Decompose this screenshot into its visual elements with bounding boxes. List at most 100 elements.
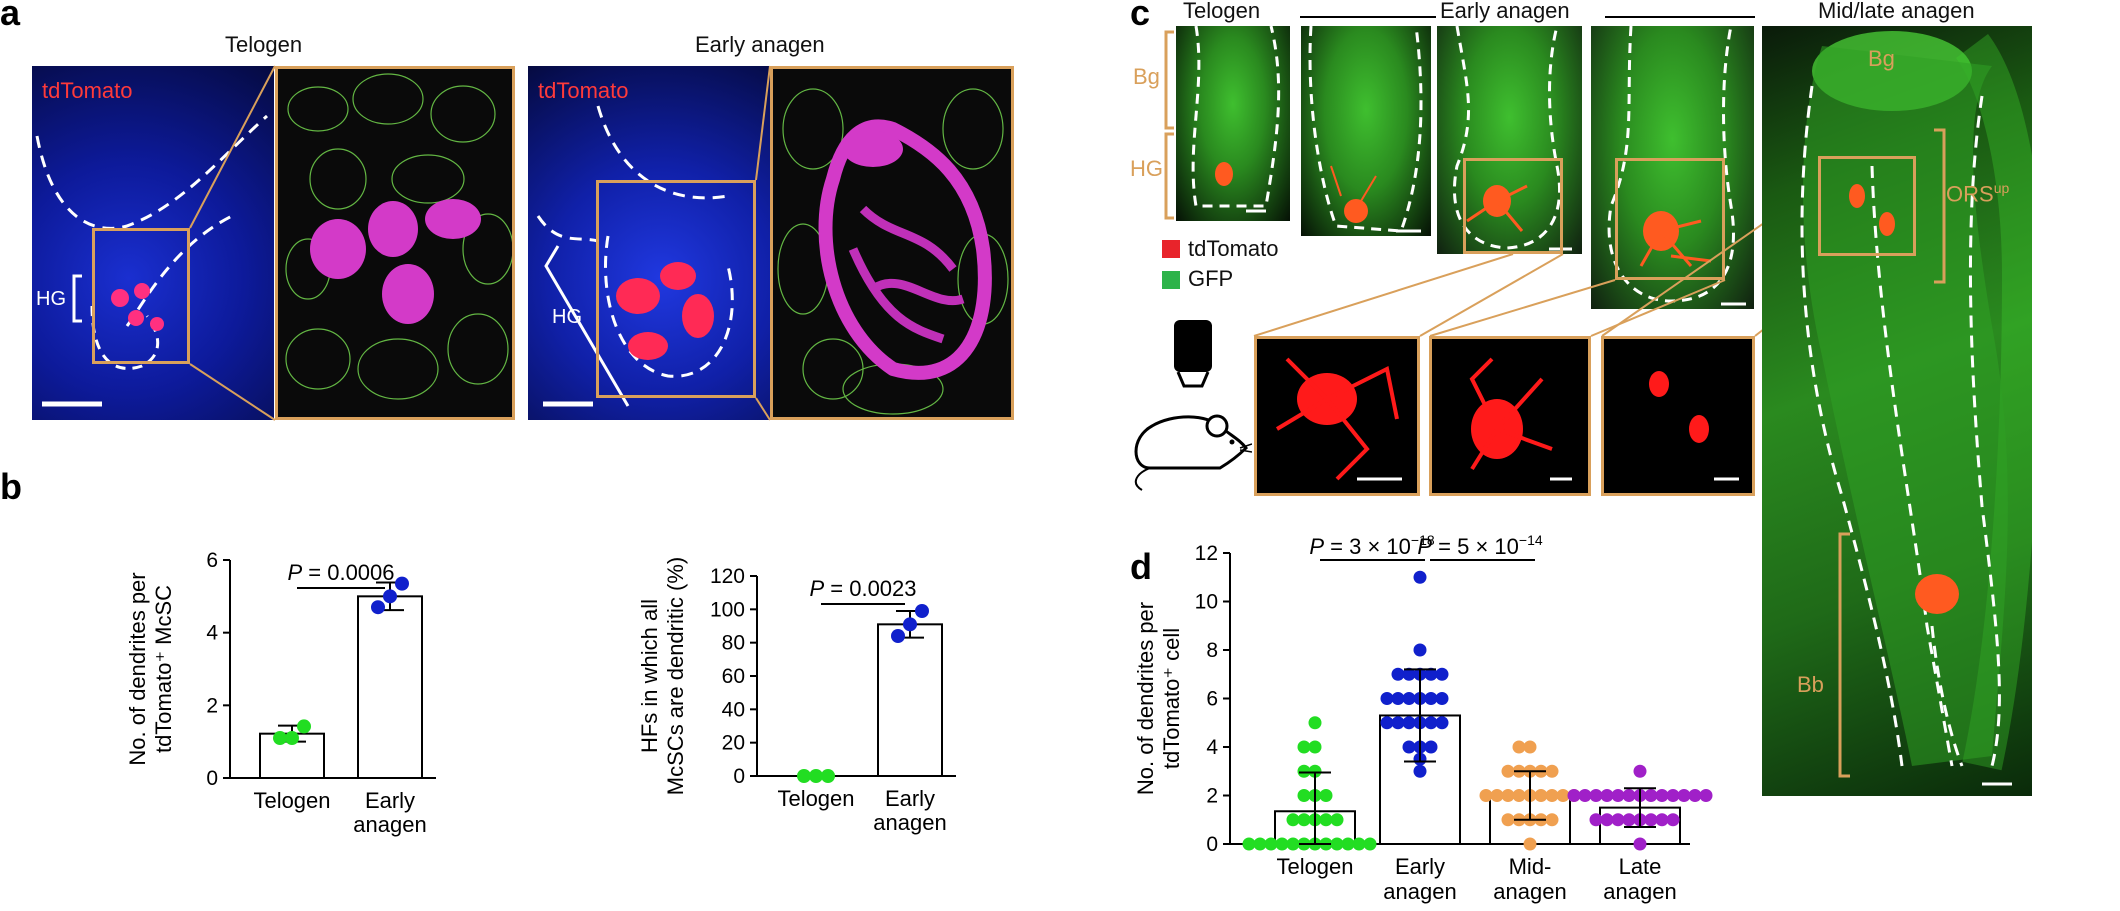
data-point (1512, 740, 1526, 754)
x-tick-label: Late anagen (1603, 854, 1676, 904)
data-point (1512, 789, 1526, 802)
data-point (1413, 764, 1427, 778)
panel-c-zoom-early-1 (1254, 336, 1420, 496)
y-tick-label: 100 (710, 598, 745, 621)
data-point (1611, 813, 1625, 827)
panel-c-hg-label: HG (1130, 156, 1163, 181)
data-point (1380, 716, 1394, 730)
y-axis-label: No. of dendrites pertdTomato⁺ cell (1133, 602, 1184, 795)
panel-c-zoom-mid-late (1601, 336, 1755, 496)
p-value-label: P = 0.0023 (809, 576, 916, 601)
panel-letter-a: a (0, 0, 21, 33)
panel-a-tdtomato-label-early: tdTomato (538, 78, 629, 103)
panel-c-bg-label-right: Bg (1868, 46, 1895, 71)
data-point (1308, 764, 1322, 778)
data-point (1556, 789, 1570, 802)
data-point (1567, 789, 1581, 802)
data-point (371, 600, 385, 615)
data-point (1699, 789, 1713, 802)
x-tick-label: Mid-anagen (1493, 854, 1566, 904)
data-point (1402, 667, 1416, 681)
data-point (1391, 667, 1405, 681)
data-point (1352, 837, 1366, 851)
panel-a-early-confocal-image: tdTomato HG (528, 66, 770, 420)
data-point (383, 589, 397, 604)
data-point (1523, 740, 1537, 754)
data-point (1286, 837, 1300, 851)
y-tick-label: 60 (722, 665, 745, 688)
data-point (1523, 837, 1537, 851)
data-point (1413, 570, 1427, 584)
panel-d-dendrites-chart: 0 2 4 6 8 10 12 Telogen Early anagen Mid-anagen Lat… (1133, 532, 1713, 904)
p-value-label: P = 0.0006 (287, 560, 394, 585)
data-point (395, 576, 409, 591)
data-point (891, 629, 905, 643)
y-tick-label: 0 (733, 765, 745, 788)
data-point (1589, 813, 1603, 827)
panel-a-tdtomato-label-telogen: tdTomato (42, 78, 133, 103)
data-point (915, 604, 929, 618)
data-point (1534, 789, 1548, 802)
panel-c-title-rule-right (1605, 16, 1755, 18)
data-point (1589, 789, 1603, 802)
data-point (1297, 764, 1311, 778)
panel-c-connector-lines (1253, 175, 1830, 337)
y-tick-label: 8 (1206, 639, 1218, 662)
legend-tdtomato-label: tdTomato (1188, 236, 1279, 261)
data-point (1633, 837, 1647, 851)
panel-a-early-zoom-box (596, 180, 756, 398)
data-point (1501, 764, 1515, 778)
x-tick-label: Telogen (777, 786, 854, 811)
data-point (1275, 837, 1289, 851)
y-tick-label: 12 (1195, 542, 1218, 565)
data-point (1677, 789, 1691, 802)
data-point (1424, 692, 1438, 705)
y-tick-label: 0 (206, 767, 218, 790)
panel-c-early-zoom-box-2 (1615, 158, 1725, 280)
panel-c-telogen-title: Telogen (1183, 0, 1261, 23)
panel-c-early-title: Early anagen (1440, 0, 1570, 23)
data-point (1319, 789, 1333, 802)
panel-c-ors-label: ORSup (1946, 180, 2009, 207)
y-tick-label: 10 (1195, 591, 1218, 614)
data-point (1391, 716, 1405, 730)
data-point (1622, 789, 1636, 802)
data-point (1424, 716, 1438, 730)
data-point (1622, 813, 1636, 827)
panel-c-mid-late-zoom-box (1818, 156, 1916, 256)
data-point (1319, 813, 1333, 827)
data-point (1545, 764, 1559, 778)
data-point (1242, 837, 1256, 851)
data-point (1666, 813, 1680, 827)
data-point (1655, 813, 1669, 827)
data-point (1490, 789, 1504, 802)
x-tick-label: Early anagen (353, 788, 426, 837)
panel-a-telogen-title: Telogen (225, 32, 303, 57)
data-point (1391, 692, 1405, 705)
y-tick-label: 2 (206, 694, 218, 717)
panel-a-early-3d-render (770, 66, 1014, 420)
data-point (1545, 789, 1559, 802)
panel-c-bb-bracket (1838, 532, 1850, 778)
data-point (1435, 692, 1449, 705)
y-axis-label-text: No. of dendrites pertdTomato⁺ cell (1133, 602, 1184, 795)
data-point (1402, 740, 1416, 754)
data-point (1297, 813, 1311, 827)
data-point (1479, 789, 1493, 802)
data-point (1600, 789, 1614, 802)
data-point (1501, 789, 1515, 802)
data-point (1413, 643, 1427, 657)
data-point (1655, 789, 1669, 802)
y-tick-label: 120 (710, 565, 745, 588)
y-axis-label-text: No. of dendrites pertdTomato⁺ McSC (125, 572, 176, 765)
y-tick-label: 4 (1206, 736, 1218, 759)
y-tick-label: 40 (722, 698, 745, 721)
data-point (297, 719, 311, 734)
panel-c-early-image-1 (1301, 26, 1431, 236)
data-point (1297, 740, 1311, 754)
panel-b-dendrites-chart: 0 2 4 6 Telogen Early anagen P = 0.0006 No. of d… (125, 549, 436, 837)
data-point (273, 731, 287, 746)
x-tick-label: Telogen (1276, 854, 1353, 879)
data-point (1402, 716, 1416, 730)
data-point (903, 617, 917, 632)
